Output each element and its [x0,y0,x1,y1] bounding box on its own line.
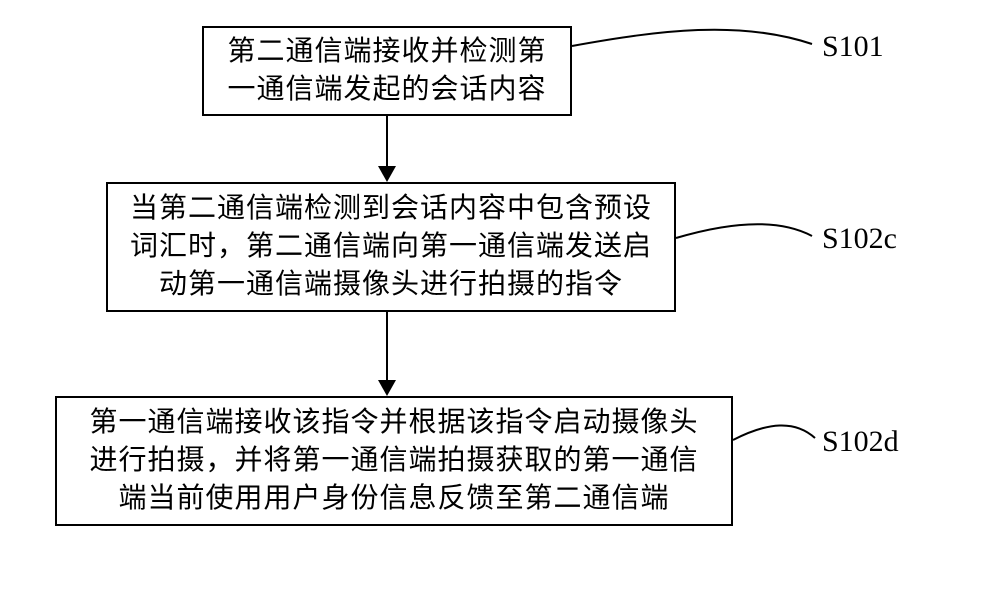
flow-box-3: 第一通信端接收该指令并根据该指令启动摄像头 进行拍摄，并将第一通信端拍摄获取的第… [55,396,733,526]
flow-box-3-text: 第一通信端接收该指令并根据该指令启动摄像头 进行拍摄，并将第一通信端拍摄获取的第… [89,404,698,517]
step-label-s102d: S102d [822,425,899,459]
step-label-s101: S101 [822,30,884,64]
leader-1-curve [572,30,812,46]
leader-2-curve [676,224,812,238]
arrow-2-line [386,312,388,382]
flow-box-2-text: 当第二通信端检测到会话内容中包含预设 词汇时，第二通信端向第一通信端发送启 动第… [130,190,652,303]
leader-3-curve [733,425,815,440]
flow-box-1: 第二通信端接收并检测第 一通信端发起的会话内容 [202,26,572,116]
flow-box-2: 当第二通信端检测到会话内容中包含预设 词汇时，第二通信端向第一通信端发送启 动第… [106,182,676,312]
arrow-1-line [386,116,388,168]
flow-box-1-text: 第二通信端接收并检测第 一通信端发起的会话内容 [227,33,546,109]
arrow-1-head-icon [378,166,396,182]
step-label-s102c: S102c [822,222,897,256]
arrow-2-head-icon [378,380,396,396]
